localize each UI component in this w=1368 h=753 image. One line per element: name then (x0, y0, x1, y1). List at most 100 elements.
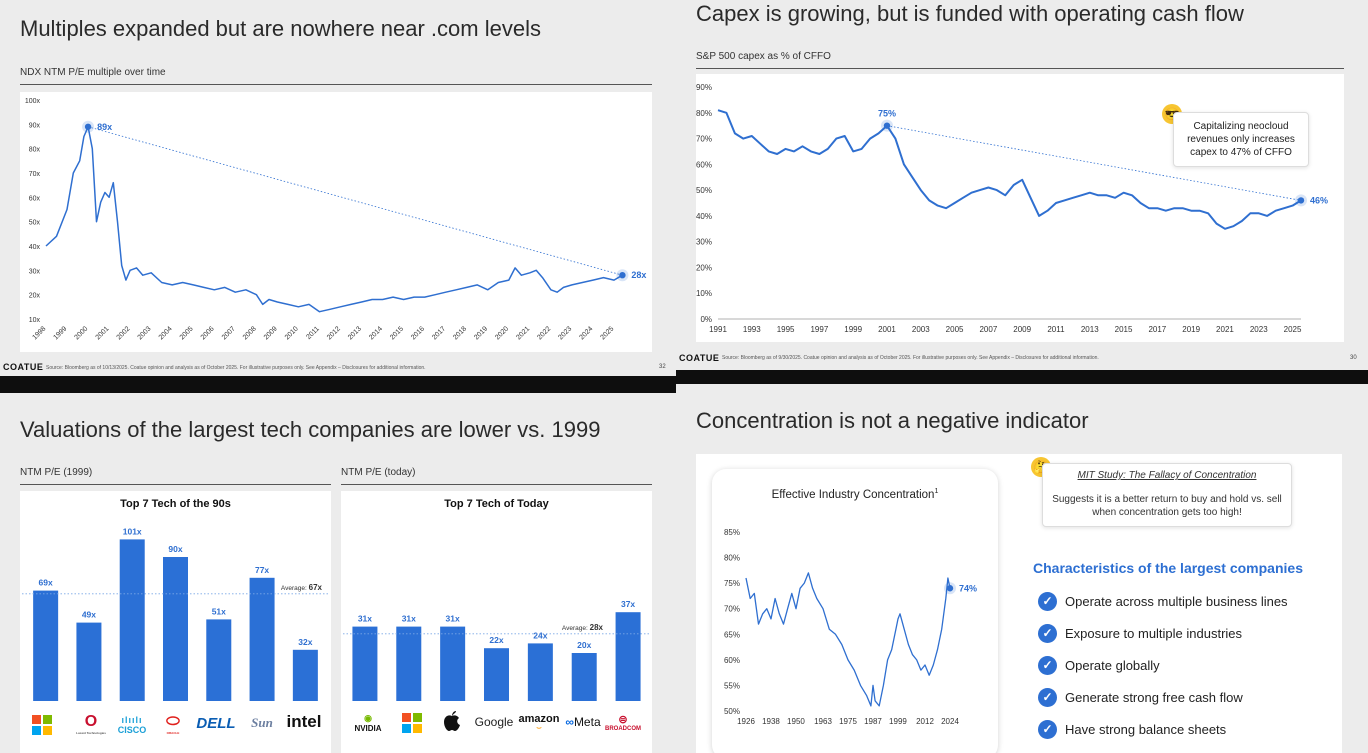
x-tick-label: 2007 (979, 325, 997, 334)
capex-callout: Capitalizing neocloud revenues only incr… (1173, 112, 1309, 167)
panel-title: Multiples expanded but are nowhere near … (20, 16, 541, 41)
x-tick-label: 2012 (326, 325, 342, 341)
x-tick-label: 2017 (1148, 325, 1166, 334)
bar (76, 622, 102, 701)
data-label: 74% (959, 583, 977, 593)
x-tick-label: 2018 (452, 325, 468, 341)
mit-study-text: Suggests it is a better return to buy an… (1052, 494, 1282, 518)
bar-value-label: 31x (446, 614, 460, 624)
divider (341, 484, 652, 485)
x-tick-label: 2023 (1250, 325, 1268, 334)
concentration-line-chart: Effective Industry Concentration1 50% 55% 6… (724, 488, 977, 726)
x-tick-label: 2017 (431, 325, 447, 341)
bar-value-label: 101x (123, 526, 142, 536)
x-tick-label: 2005 (179, 325, 195, 341)
y-tick-label: 60% (724, 656, 740, 665)
bar (33, 590, 59, 701)
panel-valuations: Valuations of the largest tech companies… (0, 393, 676, 753)
x-tick-label: 2019 (1182, 325, 1200, 334)
x-tick-label: 1987 (864, 717, 882, 726)
google-logo: Google (474, 715, 514, 729)
divider (20, 84, 652, 85)
x-tick-label: 1975 (839, 717, 857, 726)
x-tick-label: 2020 (494, 325, 510, 341)
brand-logo: COATUE (679, 353, 720, 363)
highlight-point (883, 122, 891, 129)
y-tick-label: 40% (696, 212, 712, 221)
x-tick-label: 1938 (762, 717, 780, 726)
right-subtitle: NTM P/E (today) (341, 467, 416, 478)
y-tick-label: 60% (696, 160, 712, 169)
y-tick-label: 60x (29, 195, 41, 202)
y-tick-label: 85% (724, 528, 740, 537)
average-label: Average: 28x (562, 623, 604, 632)
chart-subtitle: S&P 500 capex as % of CFFO (696, 51, 831, 62)
check-icon: ✓ (1038, 688, 1057, 707)
x-tick-label: 1926 (737, 717, 755, 726)
x-tick-label: 1950 (787, 717, 805, 726)
x-tick-label: 2025 (1284, 325, 1302, 334)
x-tick-label: 2007 (221, 325, 237, 341)
amazon-logo: amazon ⌣ (516, 713, 562, 732)
sun-logo: Sun (251, 715, 273, 730)
x-tick-label: 1993 (743, 325, 761, 334)
x-tick-label: 2021 (515, 325, 531, 341)
x-tick-label: 2022 (536, 325, 552, 341)
y-tick-label: 90x (29, 122, 41, 129)
x-tick-label: 2003 (912, 325, 930, 334)
y-tick-label: 65% (724, 630, 740, 639)
cisco-logo-text: CISCO (117, 725, 147, 735)
y-tick-label: 50% (696, 186, 712, 195)
y-tick-label: 90% (696, 83, 712, 92)
y-tick-label: 10% (696, 289, 712, 298)
x-tick-label: 2010 (284, 325, 300, 341)
microsoft-logo (402, 713, 422, 733)
x-tick-label: 1997 (810, 325, 828, 334)
bar-value-label: 31x (358, 614, 372, 624)
bar-value-label: 49x (82, 610, 96, 620)
y-tick-label: 100x (25, 98, 41, 105)
check-icon: ✓ (1038, 656, 1057, 675)
chart-title: Top 7 Tech of the 90s (120, 498, 231, 510)
bar-value-label: 22x (489, 635, 503, 645)
series-line (45, 126, 623, 313)
y-tick-label: 20x (29, 293, 41, 300)
lucent-logo: O Lucent Technologies (71, 713, 111, 735)
oracle-logo-text: ORACLE (166, 731, 180, 735)
x-tick-label: 1991 (709, 325, 727, 334)
footnote: Source: Bloomberg as of 9/30/2025. Coatu… (722, 355, 1099, 361)
chart-subtitle: NDX NTM P/E multiple over time (20, 67, 166, 78)
series-line (717, 109, 1302, 230)
mit-study-title: MIT Study: The Fallacy of Concentration (1077, 470, 1257, 481)
broadcom-logo: ⊜ BROADCOM (605, 714, 641, 732)
chart-area-90s: Top 7 Tech of the 90s 69x 49x 101x 90x 51x 77x… (20, 491, 331, 753)
divider (696, 68, 1344, 69)
characteristic-item: Generate strong free cash flow (1065, 690, 1243, 705)
panel-title: Concentration is not a negative indicato… (696, 408, 1089, 433)
x-tick-label: 2013 (1081, 325, 1099, 334)
chart-area-today: Top 7 Tech of Today 31x 31x 31x 22x 24x 20x 37x… (341, 491, 652, 753)
x-tick-label: 2019 (473, 325, 489, 341)
trend-dashed-line (886, 125, 1302, 201)
y-tick-label: 30x (29, 268, 41, 275)
bar-value-label: 51x (212, 606, 226, 616)
y-tick-label: 50x (29, 220, 41, 227)
x-tick-label: 1999 (889, 717, 907, 726)
average-label: Average: 67x (281, 583, 323, 592)
nvidia-logo-text: NVIDIA (354, 724, 382, 733)
bar-value-label: 20x (577, 640, 591, 650)
bar-value-label: 90x (168, 544, 182, 554)
y-tick-label: 80% (724, 554, 740, 563)
x-tick-label: 2015 (389, 325, 405, 341)
bar (163, 557, 188, 701)
y-tick-label: 55% (724, 681, 740, 690)
average-value: 67x (309, 583, 323, 592)
characteristic-item: Operate across multiple business lines (1065, 594, 1288, 609)
top7-today-bar-chart: Top 7 Tech of Today 31x 31x 31x 22x 24x 20x 37x… (343, 498, 650, 701)
separator-band (0, 376, 676, 393)
lucent-logo-text: Lucent Technologies (76, 731, 106, 735)
chart-title: Effective Industry Concentration1 (772, 488, 939, 501)
chart-area: 10x 20x 30x 40x 50x 60x 70x 80x 90x 100x 1998 1999 2… (20, 92, 652, 352)
characteristic-item: Operate globally (1065, 658, 1160, 673)
characteristic-item: Exposure to multiple industries (1065, 626, 1243, 641)
